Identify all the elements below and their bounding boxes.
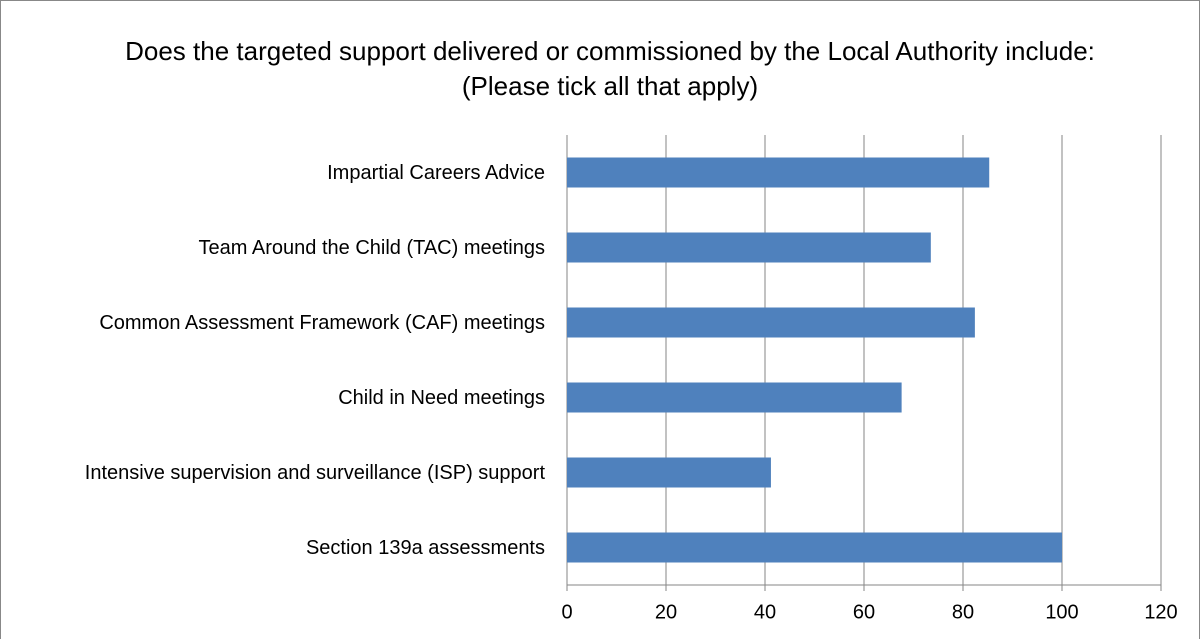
- y-label-box: Team Around the Child (TAC) meetings: [198, 236, 545, 259]
- y-label-box: Common Assessment Framework (CAF) meetin…: [99, 311, 545, 334]
- bar: [567, 532, 1062, 563]
- y-label-box: Intensive supervision and surveillance (…: [84, 461, 545, 484]
- chart-title: Does the targeted support delivered or c…: [125, 36, 1095, 101]
- y-tick-label: Intensive supervision and surveillance (…: [84, 461, 545, 484]
- y-tick-label: Impartial Careers Advice: [327, 161, 545, 184]
- y-tick-label: Section 139a assessments: [305, 536, 545, 559]
- bar: [567, 307, 975, 338]
- bar: [567, 457, 771, 488]
- x-tick-label: 0: [561, 601, 572, 623]
- y-tick-label: Common Assessment Framework (CAF) meetin…: [99, 311, 545, 334]
- bar: [567, 232, 931, 263]
- bar: [567, 157, 990, 188]
- y-label-box: Section 139a assessments: [305, 536, 545, 559]
- x-tick-label: 100: [1045, 601, 1078, 623]
- x-tick-label: 80: [952, 601, 974, 623]
- x-tick-label: 20: [655, 601, 677, 623]
- y-tick-label: Child in Need meetings: [338, 386, 545, 409]
- title-box: Does the targeted support delivered or c…: [125, 36, 1095, 101]
- y-tick-label: Team Around the Child (TAC) meetings: [198, 236, 545, 259]
- y-label-box: Child in Need meetings: [338, 386, 545, 409]
- x-tick-label: 120: [1144, 601, 1177, 623]
- y-label-box: Impartial Careers Advice: [327, 161, 545, 184]
- x-tick-label: 40: [754, 601, 776, 623]
- bar: [567, 382, 902, 413]
- x-tick-label: 60: [853, 601, 875, 623]
